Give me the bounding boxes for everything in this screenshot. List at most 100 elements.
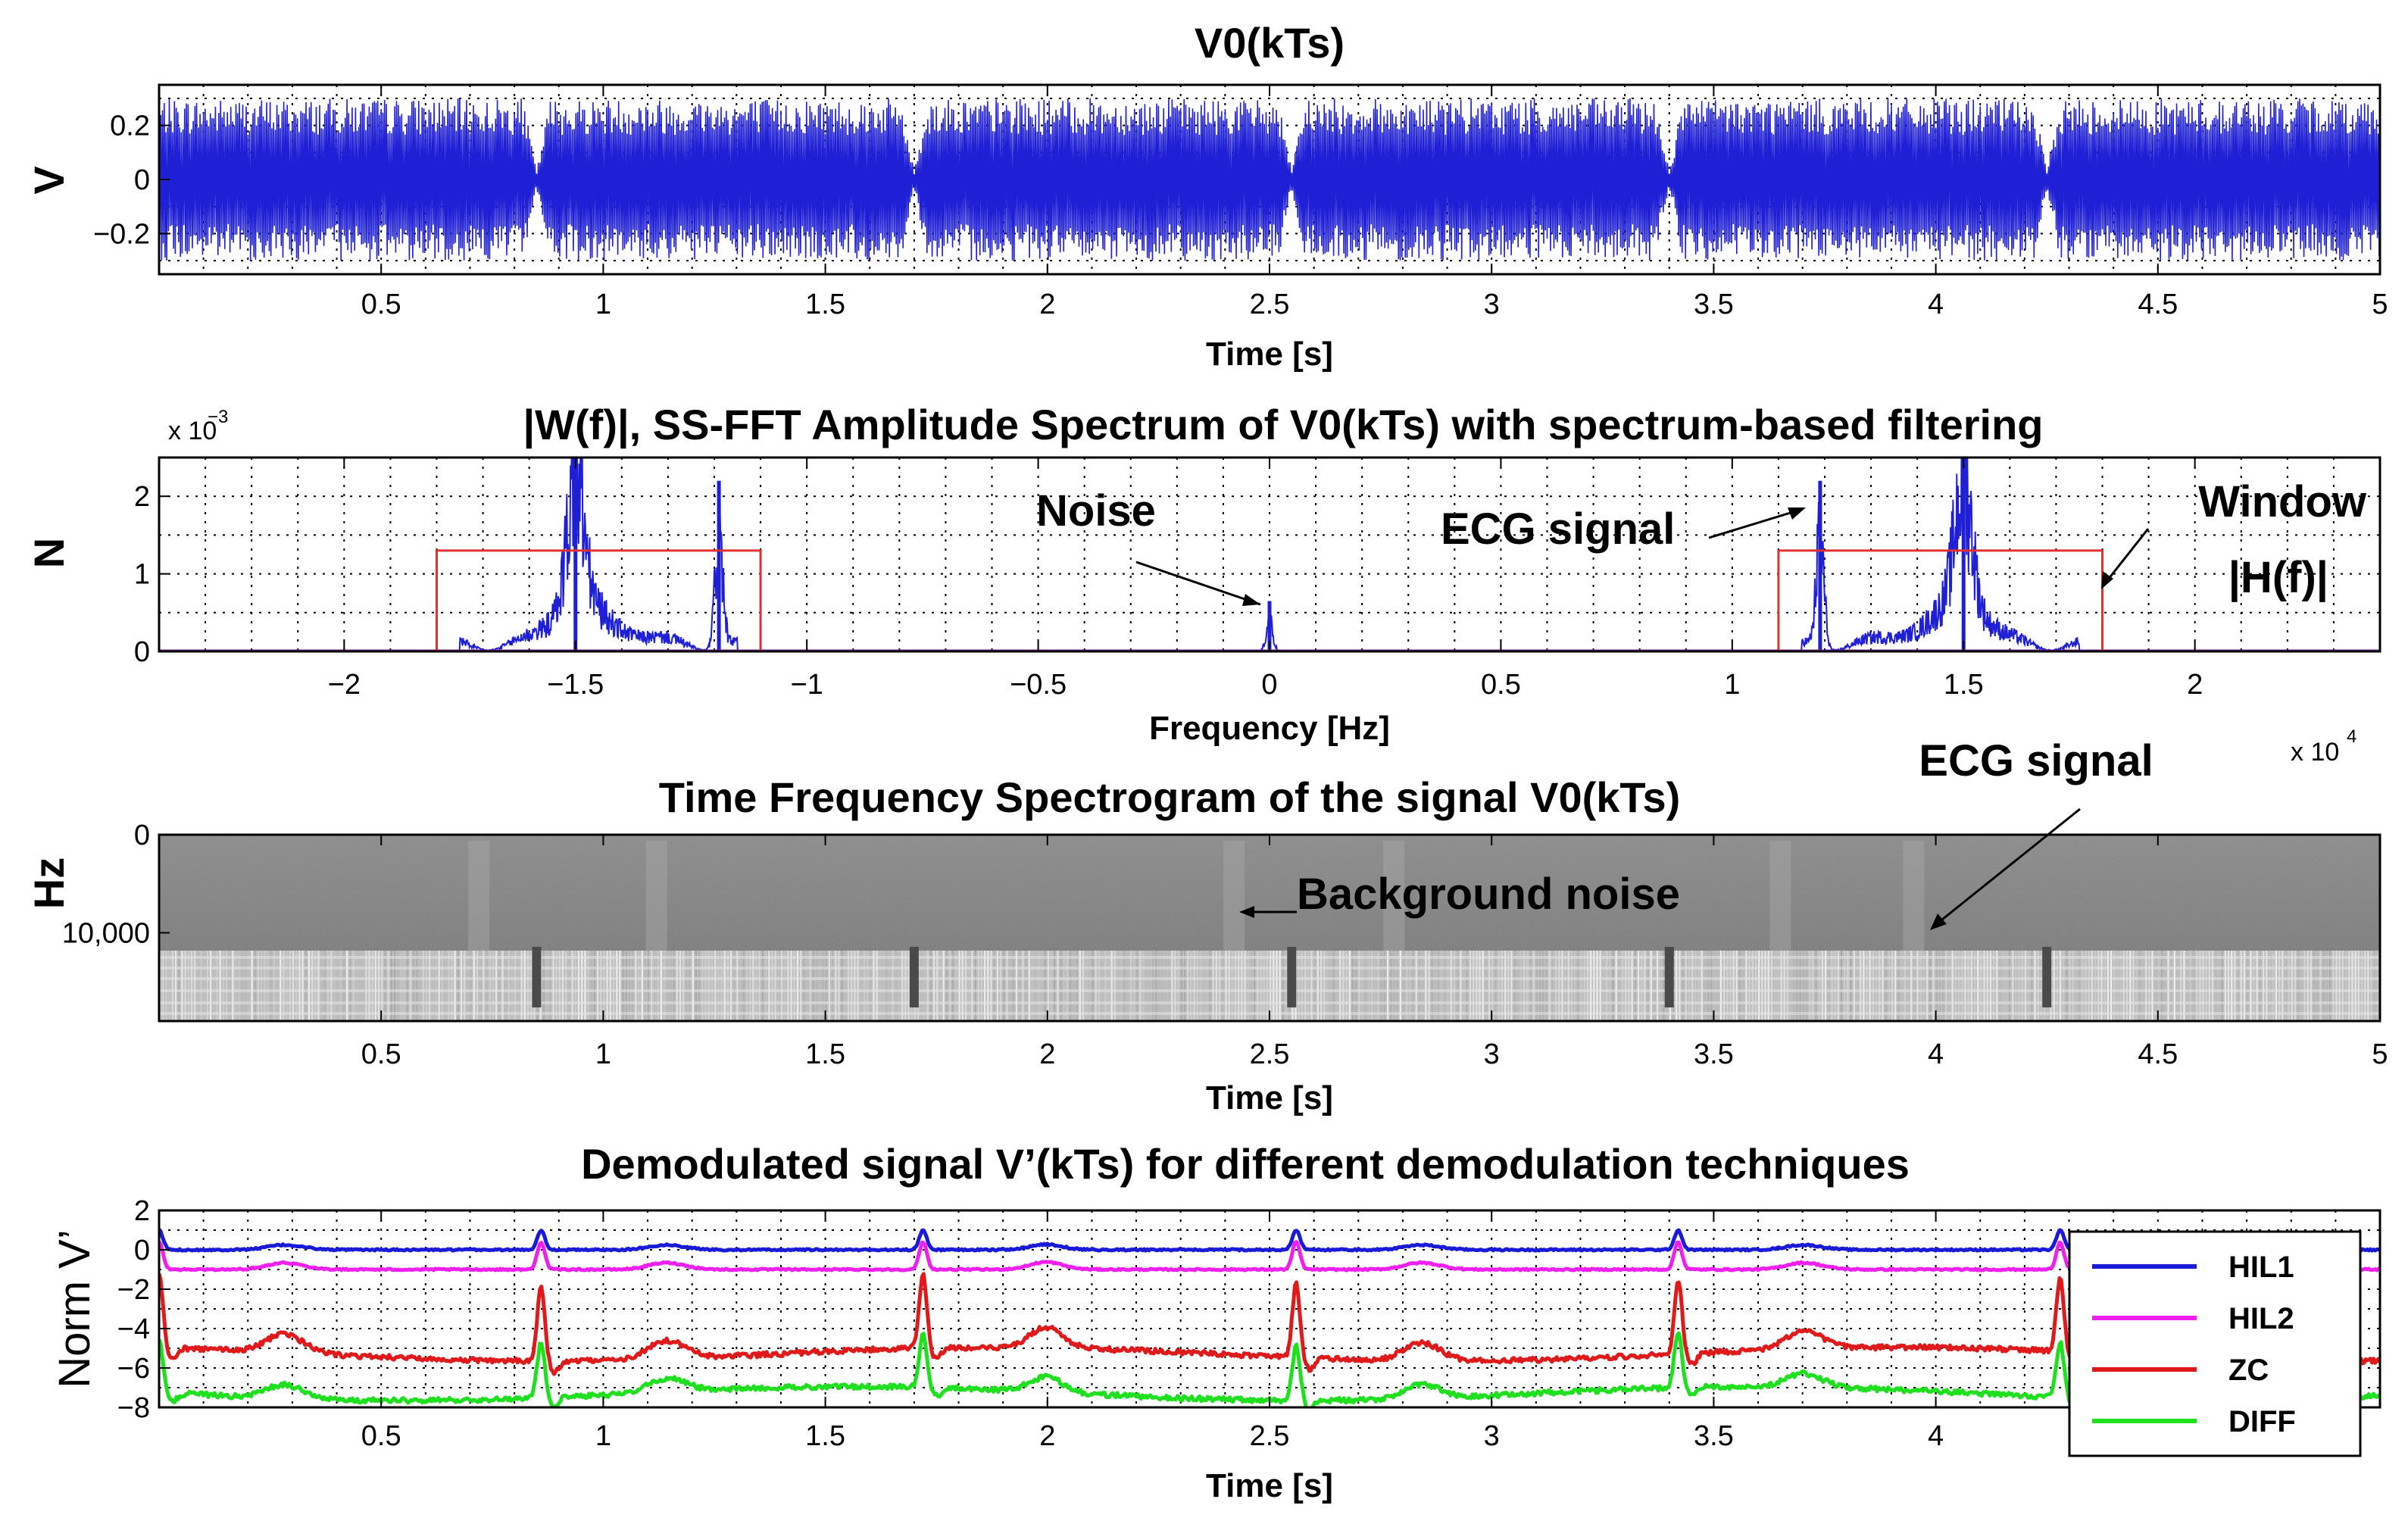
spectrogram-striation	[1615, 951, 1617, 1021]
spectrogram-striation	[597, 951, 599, 1021]
spectrogram-striation	[523, 951, 526, 1021]
spectrogram-striation	[413, 951, 415, 1021]
spectrogram-striation	[2028, 951, 2030, 1021]
spectrogram-striation	[1840, 951, 1843, 1021]
spectrogram-striation	[2275, 951, 2277, 1021]
spectrogram-striation	[1504, 951, 1507, 1021]
spectrogram-striation	[425, 951, 427, 1021]
x-tick-label: 5	[2372, 1038, 2388, 1070]
spectrogram-striation	[832, 951, 834, 1021]
spectrogram-striation	[651, 951, 653, 1021]
spectrogram-striation	[1320, 951, 1323, 1021]
spectrogram-striation	[2122, 951, 2125, 1021]
spectrogram-striation	[2119, 951, 2122, 1021]
spectrogram-striation	[1831, 951, 1833, 1021]
spectrogram-striation	[1745, 951, 1747, 1021]
spectrogram-striation	[1926, 951, 1929, 1021]
spectrogram-burst	[468, 841, 490, 951]
spectrogram-striation	[1904, 951, 1906, 1021]
y-tick-label: 0	[134, 1235, 150, 1266]
spectrogram-striation	[2040, 951, 2042, 1021]
spectrogram-striation	[1212, 951, 1214, 1021]
spectrogram-striation	[1447, 951, 1449, 1021]
spectrogram-striation	[1415, 951, 1417, 1021]
spectrogram-striation	[210, 951, 212, 1021]
spectrogram-striation	[809, 951, 811, 1021]
spectrogram-striation	[409, 951, 412, 1021]
spectrogram-striation	[838, 951, 840, 1021]
spectrogram-striation	[483, 951, 485, 1021]
spectrogram-striation	[2072, 951, 2074, 1021]
spectrogram-striation	[689, 951, 691, 1021]
spectrogram-striation	[590, 951, 592, 1021]
spectrogram-striation	[273, 951, 275, 1021]
spectrogram-striation	[1922, 951, 1925, 1021]
spectrogram-striation	[1513, 951, 1516, 1021]
spectrogram-striation	[1707, 951, 1710, 1021]
spectrogram-striation	[1425, 951, 1427, 1021]
spectrogram-striation	[378, 951, 380, 1021]
spectrogram-striation	[254, 951, 256, 1021]
spectrogram-striation	[892, 951, 894, 1021]
svg-text:4: 4	[2347, 726, 2356, 747]
spectrogram-striation	[2202, 951, 2204, 1021]
spectrogram-striation	[441, 951, 443, 1021]
panel2-y-label: N	[25, 538, 73, 568]
spectrogram-striation	[1929, 951, 1932, 1021]
spectrogram-striation	[993, 951, 995, 1021]
spectrogram-striation	[717, 951, 720, 1021]
spectrogram-striation	[178, 951, 180, 1021]
spectrogram-striation	[394, 951, 396, 1021]
spectrogram-striation	[1653, 951, 1655, 1021]
panel-spectrogram: Time Frequency Spectrogram of the signal…	[25, 736, 2388, 1116]
spectrogram-striation	[1190, 951, 1192, 1021]
spectrogram-striation	[939, 951, 942, 1021]
spectrogram-striation	[429, 951, 431, 1021]
spectrogram-striation	[190, 951, 193, 1021]
spectrogram-striation	[1685, 951, 1687, 1021]
spectrogram-striation	[984, 951, 986, 1021]
spectrogram-striation	[1079, 951, 1081, 1021]
spectrogram-striation	[346, 951, 348, 1021]
spectrogram-striation	[1916, 951, 1919, 1021]
spectrogram-striation	[1564, 951, 1566, 1021]
spectrogram-striation	[1438, 951, 1440, 1021]
spectrogram-striation	[1276, 951, 1278, 1021]
spectrogram-striation	[530, 951, 533, 1021]
spectrogram-striation	[520, 951, 523, 1021]
spectrogram-striation	[806, 951, 808, 1021]
spectrogram-striation	[280, 951, 282, 1021]
legend-label-hil2: HIL2	[2228, 1302, 2294, 1335]
spectrogram-striation	[1085, 951, 1088, 1021]
spectrogram-striation	[1469, 951, 1472, 1021]
spectrogram-striation	[2138, 951, 2141, 1021]
spectrogram-striation	[232, 951, 234, 1021]
spectrogram-striation	[1282, 951, 1284, 1021]
spectrogram-striation	[670, 951, 672, 1021]
spectrogram-striation	[726, 951, 729, 1021]
spectrogram-striation	[2278, 951, 2281, 1021]
spectrogram-striation	[2008, 951, 2011, 1021]
x-tick-label: 2.5	[1250, 1420, 1290, 1452]
spectrogram-striation	[1735, 951, 1738, 1021]
spectrogram-striation	[298, 951, 301, 1021]
spectrogram-striation	[397, 951, 399, 1021]
spectrogram-striation	[2335, 951, 2338, 1021]
spectrogram-striation	[504, 951, 507, 1021]
panel4-y-label: Norm V’	[50, 1229, 99, 1388]
spectrogram-striation	[2151, 951, 2153, 1021]
y-tick-label: 0	[134, 820, 150, 851]
spectrogram-striation	[2148, 951, 2150, 1021]
x-tick-label: 0.5	[1481, 669, 1521, 701]
spectrogram-striation	[2224, 951, 2226, 1021]
spectrogram-striation	[745, 951, 748, 1021]
spectrogram-burst	[1769, 841, 1791, 951]
spectrogram-striation	[2282, 951, 2284, 1021]
legend-label-diff: DIFF	[2228, 1405, 2296, 1438]
spectrogram-striation	[358, 951, 361, 1021]
spectrogram-striation	[2164, 951, 2166, 1021]
spectrogram-striation	[549, 951, 551, 1021]
spectrogram-striation	[1270, 951, 1272, 1021]
spectrogram-striation	[942, 951, 945, 1021]
spectrogram-striation	[1723, 951, 1726, 1021]
